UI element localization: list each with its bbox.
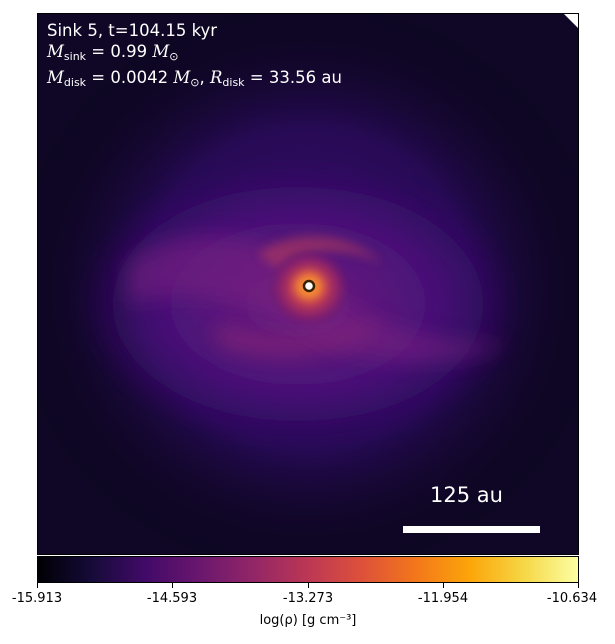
colorbar-tick-label: -11.954 xyxy=(417,591,469,606)
colorbar-tick-label: -10.634 xyxy=(546,591,598,606)
scale-bar xyxy=(403,526,540,533)
colorbar-tick xyxy=(443,583,444,588)
density-image xyxy=(38,14,578,554)
colorbar-tick-label: -15.913 xyxy=(11,591,63,606)
corner-marker xyxy=(564,14,578,28)
colorbar-tick xyxy=(308,583,309,588)
disk-line: Mdisk = 0.0042 M⊙, Rdisk = 33.56 au xyxy=(47,68,342,89)
colorbar-tick-label: -13.273 xyxy=(282,591,334,606)
colorbar-tick xyxy=(37,583,38,588)
annotation-block: Sink 5, t=104.15 kyr Msink = 0.99 M⊙ Mdi… xyxy=(47,20,342,93)
title-line: Sink 5, t=104.15 kyr xyxy=(47,21,218,40)
sink-mass-line: Msink = 0.99 M⊙ xyxy=(47,42,179,63)
colorbar-label: log(ρ) [g cm⁻³] xyxy=(259,613,357,628)
colorbar-tick xyxy=(578,583,579,588)
density-map: Sink 5, t=104.15 kyr Msink = 0.99 M⊙ Mdi… xyxy=(37,13,579,555)
colorbar xyxy=(37,556,579,583)
scale-bar-label: 125 au xyxy=(430,483,503,507)
sink-marker xyxy=(302,279,316,293)
colorbar-tick-label: -14.593 xyxy=(146,591,198,606)
colorbar-tick xyxy=(172,583,173,588)
